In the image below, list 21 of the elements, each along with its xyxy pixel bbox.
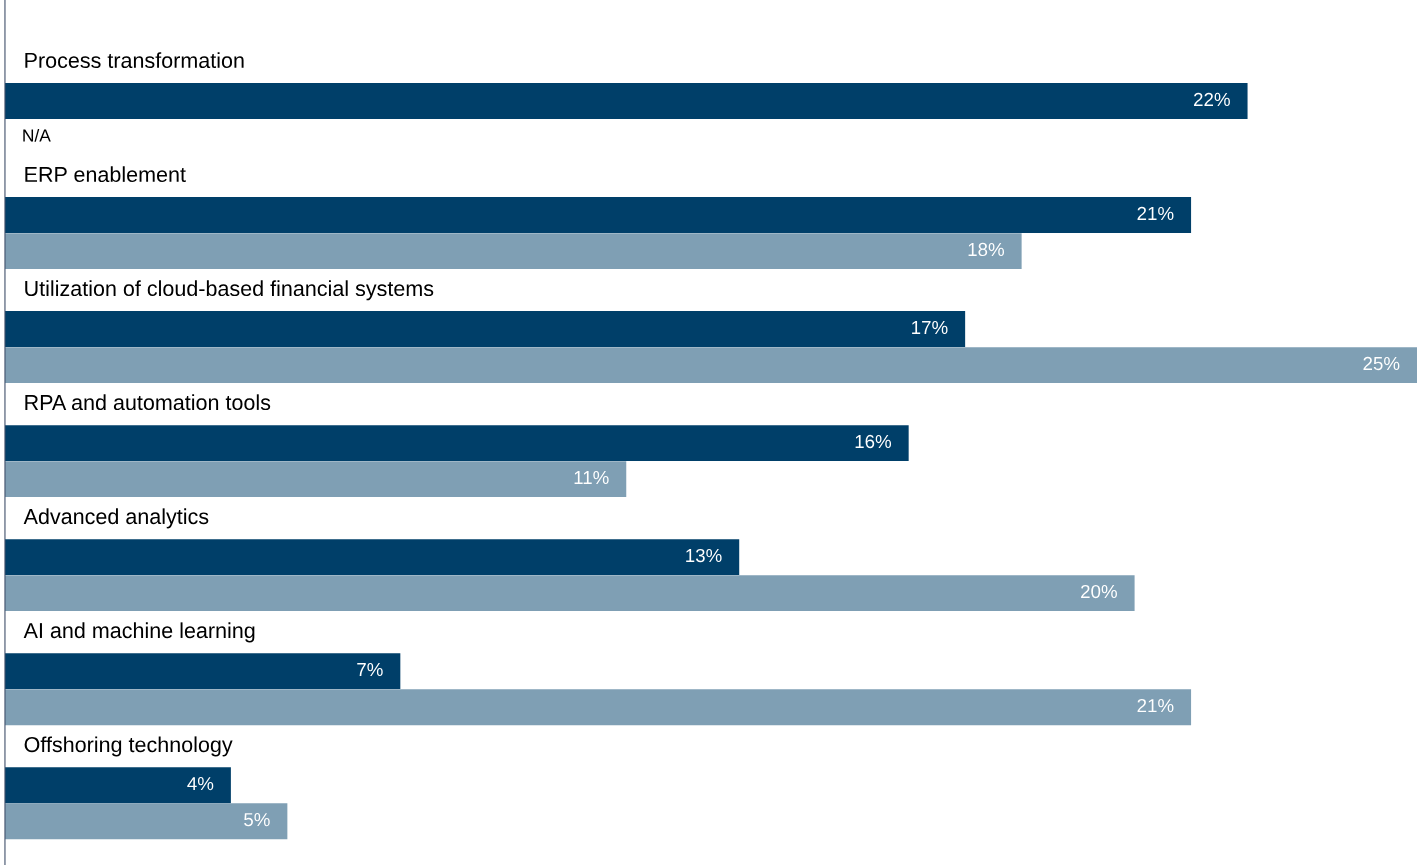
data-label: 16% bbox=[855, 434, 892, 449]
data-label: 21% bbox=[1137, 206, 1174, 221]
y-tick-label: Offshoring technology bbox=[24, 736, 233, 757]
data-label: 20% bbox=[1081, 584, 1117, 599]
data-label: 13% bbox=[686, 548, 722, 563]
data-label: 5% bbox=[244, 813, 270, 827]
y-tick-label: Process transformation bbox=[25, 52, 244, 69]
data-label: 21% bbox=[1137, 698, 1174, 713]
data-label: 11% bbox=[574, 470, 609, 485]
data-label: 25% bbox=[1363, 356, 1400, 371]
text: N/A bbox=[23, 128, 51, 142]
data-label: 17% bbox=[912, 320, 948, 335]
data-label: 18% bbox=[968, 242, 1005, 257]
data-label: 22% bbox=[1194, 92, 1230, 106]
y-tick-label: ERP enablement bbox=[25, 166, 186, 183]
y-tick-label: Advanced analytics bbox=[23, 508, 209, 529]
y-tick-label: AI and machine learning bbox=[23, 622, 255, 643]
y-tick-label: Utilization of cloud-based financial systems bbox=[25, 280, 434, 301]
y-tick-label: RPA and automation tools bbox=[25, 394, 271, 411]
data-label: 7% bbox=[357, 662, 383, 677]
data-label: 4% bbox=[187, 777, 214, 791]
